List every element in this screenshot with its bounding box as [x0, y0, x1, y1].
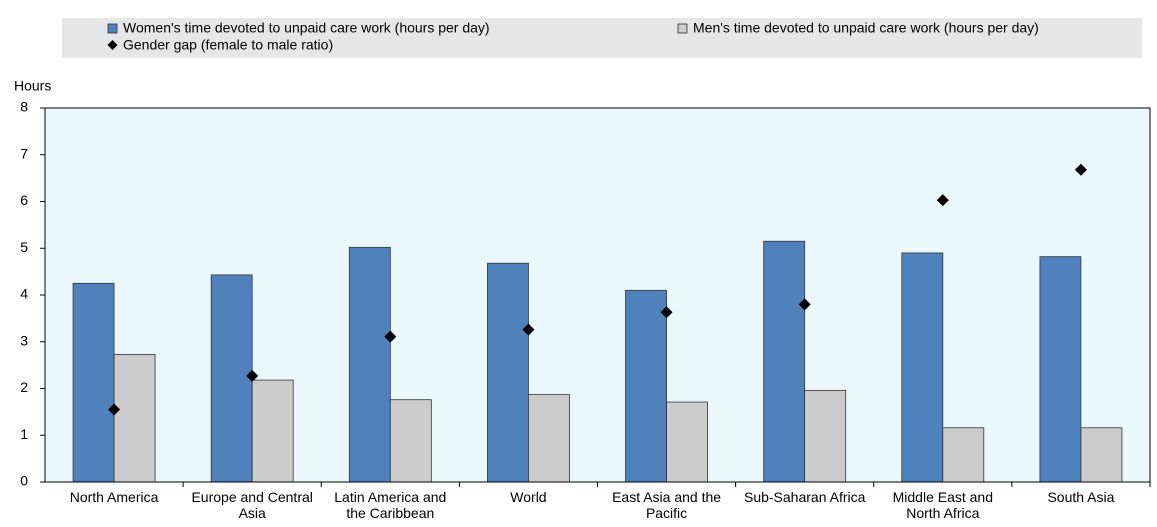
x-tick-label: South Asia [1047, 489, 1115, 505]
marker [384, 330, 397, 343]
y-tick-label: 5 [20, 239, 28, 255]
marker [1074, 163, 1087, 176]
bar [210, 274, 253, 483]
bar [528, 394, 570, 483]
plot-area [44, 107, 1151, 483]
bar [348, 246, 391, 483]
y-tick-label: 1 [20, 426, 28, 442]
x-tick-label: Sub-Saharan Africa [743, 489, 866, 505]
y-tick-label: 3 [20, 332, 28, 348]
y-tick-label: 2 [20, 379, 28, 395]
bar [1080, 427, 1123, 483]
bar [389, 399, 432, 483]
x-tick-label: Europe and Central Asia [191, 489, 313, 521]
bar [763, 240, 806, 483]
bar [901, 252, 944, 483]
bar [625, 289, 667, 483]
bar [72, 282, 115, 483]
marker [660, 306, 673, 319]
marker [798, 298, 811, 311]
x-tick-label: World [510, 489, 547, 505]
marker [936, 194, 949, 207]
marker [108, 403, 121, 416]
x-tick-label: Latin America and the Caribbean [334, 489, 447, 521]
y-axis-label: Hours [14, 78, 51, 94]
legend-swatch [107, 23, 118, 34]
bar [113, 353, 156, 483]
legend-label: Men's time devoted to unpaid care work (… [693, 20, 1039, 36]
legend-label: Women's time devoted to unpaid care work… [123, 20, 490, 36]
legend-swatch [677, 23, 688, 34]
bar [487, 262, 529, 483]
bar [251, 379, 294, 483]
y-tick-label: 0 [20, 473, 28, 489]
legend-swatch [107, 40, 118, 50]
x-tick-label: East Asia and the Pacific [612, 489, 722, 521]
y-tick-label: 8 [20, 99, 28, 115]
marker [522, 323, 535, 336]
bar [804, 389, 847, 483]
x-tick-label: Middle East and North Africa [892, 489, 994, 521]
legend-label: Gender gap (female to male ratio) [123, 37, 333, 53]
legend-background [62, 18, 1142, 58]
bar [1039, 256, 1082, 483]
x-tick-label: North America [69, 489, 159, 505]
y-tick-label: 6 [20, 192, 28, 208]
y-tick-label: 7 [20, 145, 28, 161]
marker [246, 369, 259, 382]
y-tick-label: 4 [20, 286, 28, 302]
bar [666, 401, 708, 483]
bar [942, 427, 985, 483]
